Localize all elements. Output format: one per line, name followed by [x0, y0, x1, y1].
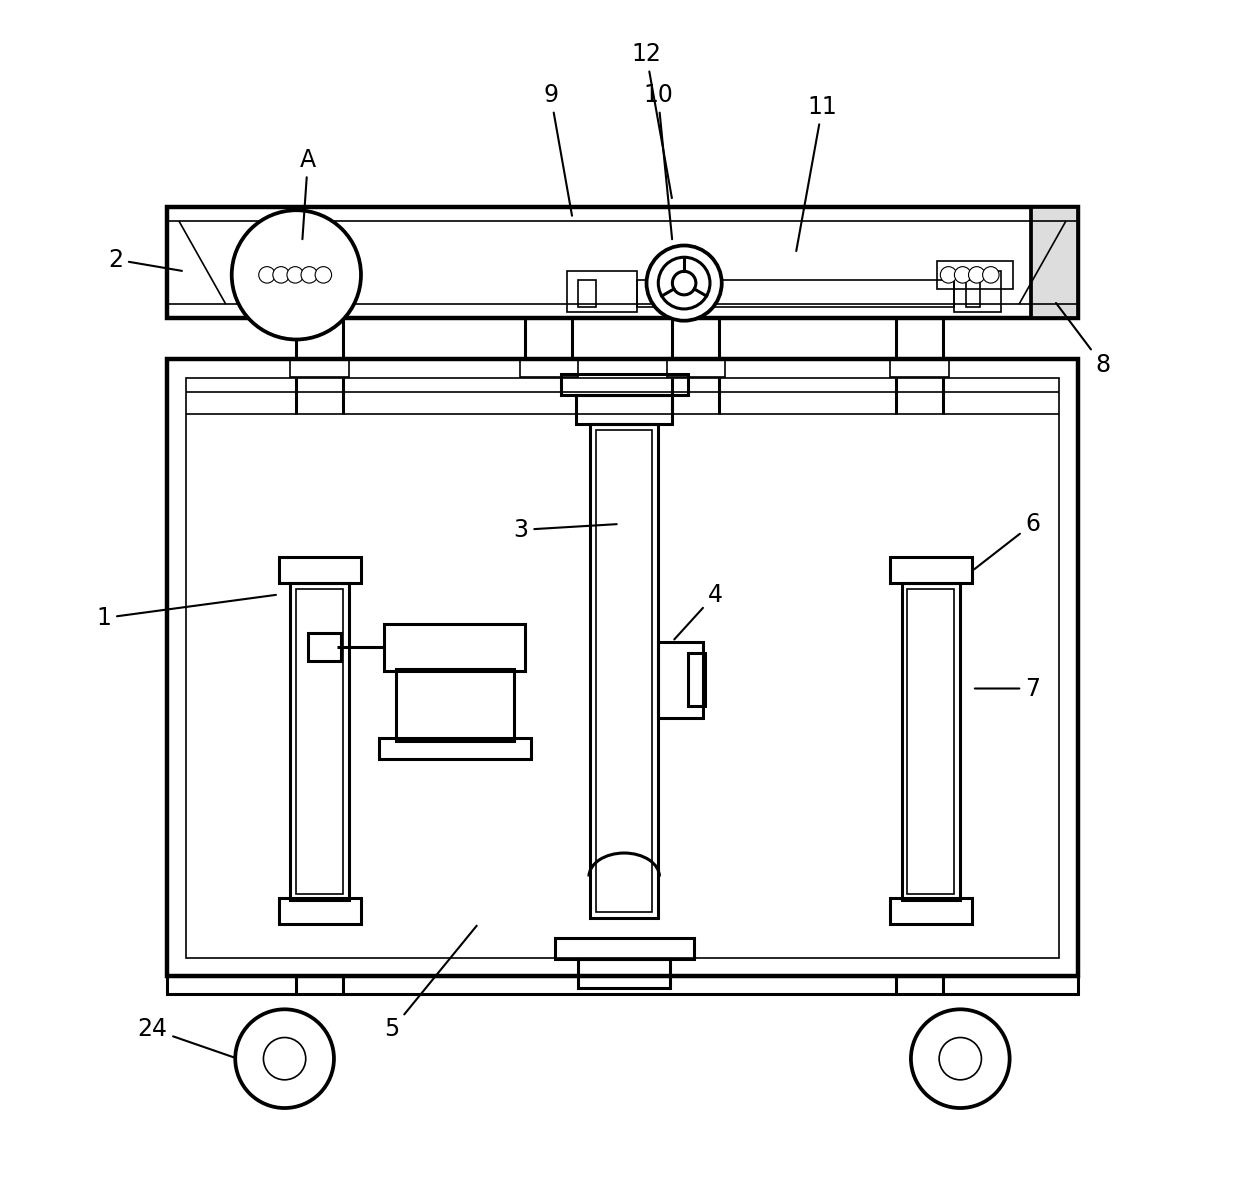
Bar [902, 583, 960, 900]
Text: 9: 9 [543, 83, 572, 215]
Bar [186, 378, 1059, 957]
Circle shape [940, 266, 957, 283]
Circle shape [315, 266, 332, 283]
Bar [279, 898, 361, 924]
Circle shape [287, 266, 304, 283]
Bar [590, 424, 658, 918]
Bar [1031, 207, 1078, 319]
Text: 11: 11 [797, 95, 838, 251]
Bar [966, 279, 980, 307]
Bar [279, 556, 361, 583]
Bar [890, 898, 973, 924]
Bar [290, 583, 349, 900]
Text: 24: 24 [138, 1018, 235, 1058]
Bar [290, 359, 349, 377]
Bar [688, 653, 705, 706]
Bar [579, 958, 670, 988]
Bar [167, 976, 1078, 994]
Bar [566, 271, 637, 313]
Bar [555, 938, 694, 958]
Text: 5: 5 [384, 926, 477, 1042]
Text: 4: 4 [674, 583, 722, 640]
Text: 7: 7 [975, 677, 1040, 700]
Bar [384, 624, 525, 671]
Circle shape [673, 271, 696, 295]
Bar [296, 589, 343, 894]
Text: 12: 12 [631, 42, 672, 199]
Circle shape [658, 257, 710, 309]
Bar [596, 430, 653, 912]
Text: 6: 6 [974, 512, 1040, 570]
Circle shape [232, 210, 361, 340]
Circle shape [911, 1009, 1010, 1108]
Bar [252, 260, 341, 289]
Bar [907, 589, 954, 894]
Bar [396, 668, 514, 742]
Circle shape [939, 1038, 981, 1080]
Text: 8: 8 [1056, 303, 1110, 377]
Circle shape [647, 245, 722, 321]
Bar [667, 359, 725, 377]
Bar [637, 279, 954, 307]
Text: 2: 2 [108, 247, 182, 271]
Bar [937, 260, 1014, 289]
Circle shape [259, 266, 275, 283]
Bar [167, 207, 1078, 319]
Bar [519, 359, 579, 377]
Text: 3: 3 [514, 518, 617, 542]
Text: 10: 10 [643, 83, 673, 239]
Circle shape [235, 1009, 335, 1108]
Bar [658, 642, 703, 718]
Circle shape [264, 1038, 306, 1080]
Bar [379, 738, 532, 759]
Bar [167, 359, 1078, 976]
Text: 1: 1 [97, 594, 276, 630]
Circle shape [983, 266, 999, 283]
Bar [954, 271, 1001, 313]
Bar [576, 395, 673, 424]
Circle shape [273, 266, 289, 283]
Text: A: A [300, 147, 316, 239]
Circle shape [954, 266, 971, 283]
Bar [890, 359, 949, 377]
Bar [579, 279, 596, 307]
Bar [890, 556, 973, 583]
Bar [561, 373, 688, 395]
Circle shape [301, 266, 317, 283]
Circle shape [969, 266, 985, 283]
Bar [309, 634, 341, 661]
